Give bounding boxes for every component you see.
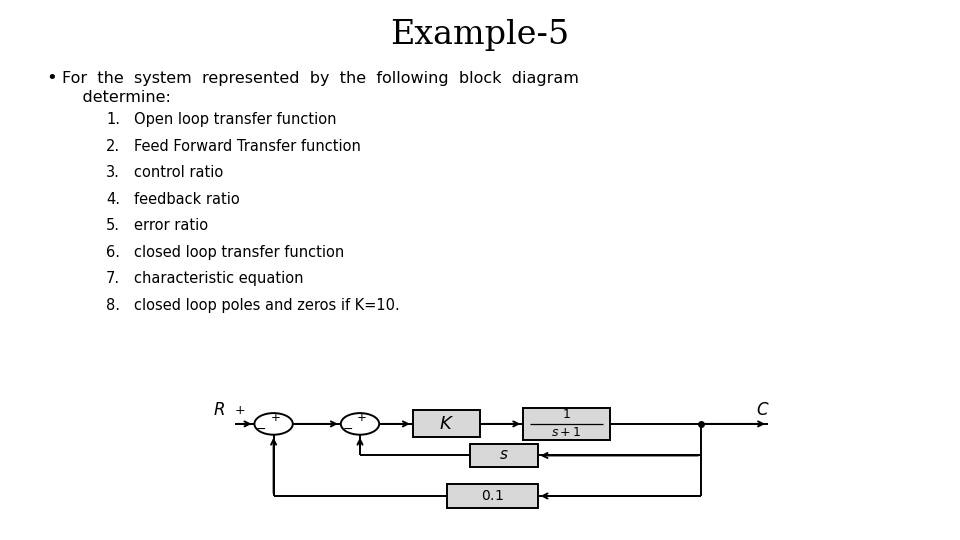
Text: 4.: 4. (106, 192, 120, 207)
Text: 1.: 1. (106, 112, 120, 127)
Text: determine:: determine: (62, 90, 171, 105)
Text: closed loop poles and zeros if K=10.: closed loop poles and zeros if K=10. (134, 298, 400, 313)
FancyBboxPatch shape (523, 408, 610, 440)
Text: For  the  system  represented  by  the  following  block  diagram: For the system represented by the follow… (62, 71, 579, 86)
Text: 8.: 8. (106, 298, 120, 313)
Text: 6.: 6. (106, 245, 120, 260)
Text: closed loop transfer function: closed loop transfer function (134, 245, 345, 260)
Text: $s$: $s$ (499, 449, 509, 462)
Text: +: + (234, 404, 246, 417)
Text: $s+1$: $s+1$ (551, 426, 582, 439)
Text: $1$: $1$ (562, 408, 571, 421)
Text: error ratio: error ratio (134, 218, 208, 233)
FancyBboxPatch shape (413, 410, 480, 437)
Text: characteristic equation: characteristic equation (134, 271, 304, 286)
Text: $K$: $K$ (439, 415, 454, 433)
Text: 7.: 7. (106, 271, 120, 286)
Text: Open loop transfer function: Open loop transfer function (134, 112, 337, 127)
Text: 2.: 2. (106, 139, 120, 154)
Text: 3.: 3. (107, 165, 120, 180)
Text: +: + (357, 411, 367, 424)
Text: $R$: $R$ (213, 402, 225, 419)
FancyBboxPatch shape (470, 444, 538, 467)
FancyBboxPatch shape (447, 484, 538, 508)
Text: $C$: $C$ (756, 402, 770, 419)
Text: •: • (46, 69, 57, 87)
Text: feedback ratio: feedback ratio (134, 192, 240, 207)
Text: Example-5: Example-5 (391, 19, 569, 51)
Text: 5.: 5. (106, 218, 120, 233)
Text: control ratio: control ratio (134, 165, 224, 180)
Text: −: − (256, 423, 266, 436)
Text: +: + (271, 411, 280, 424)
Text: $0.1$: $0.1$ (481, 489, 504, 503)
Text: Feed Forward Transfer function: Feed Forward Transfer function (134, 139, 361, 154)
Text: −: − (343, 423, 352, 436)
